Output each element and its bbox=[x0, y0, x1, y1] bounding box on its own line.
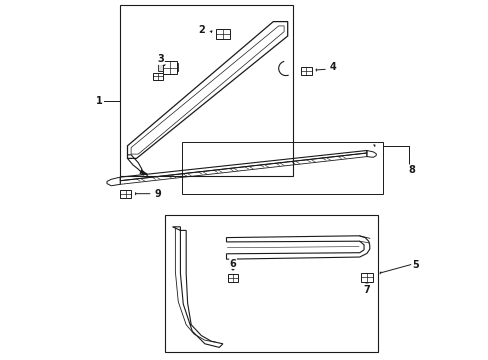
Text: 1: 1 bbox=[96, 96, 103, 106]
Bar bbox=[165, 215, 377, 352]
Bar bbox=[227, 274, 238, 282]
Bar bbox=[158, 63, 178, 71]
Text: 7: 7 bbox=[363, 285, 369, 295]
Text: 5: 5 bbox=[411, 260, 418, 270]
Bar bbox=[301, 67, 311, 75]
Bar bbox=[216, 29, 229, 39]
Bar bbox=[163, 61, 177, 74]
Text: 4: 4 bbox=[328, 62, 335, 72]
Bar bbox=[360, 273, 372, 282]
Text: 9: 9 bbox=[154, 189, 161, 199]
Bar bbox=[120, 5, 292, 176]
Text: 3: 3 bbox=[157, 54, 164, 64]
Text: 8: 8 bbox=[407, 165, 414, 175]
Bar bbox=[153, 73, 163, 80]
Bar bbox=[120, 190, 131, 198]
Text: 6: 6 bbox=[229, 258, 236, 269]
Bar bbox=[181, 142, 382, 194]
Text: 2: 2 bbox=[198, 24, 205, 35]
